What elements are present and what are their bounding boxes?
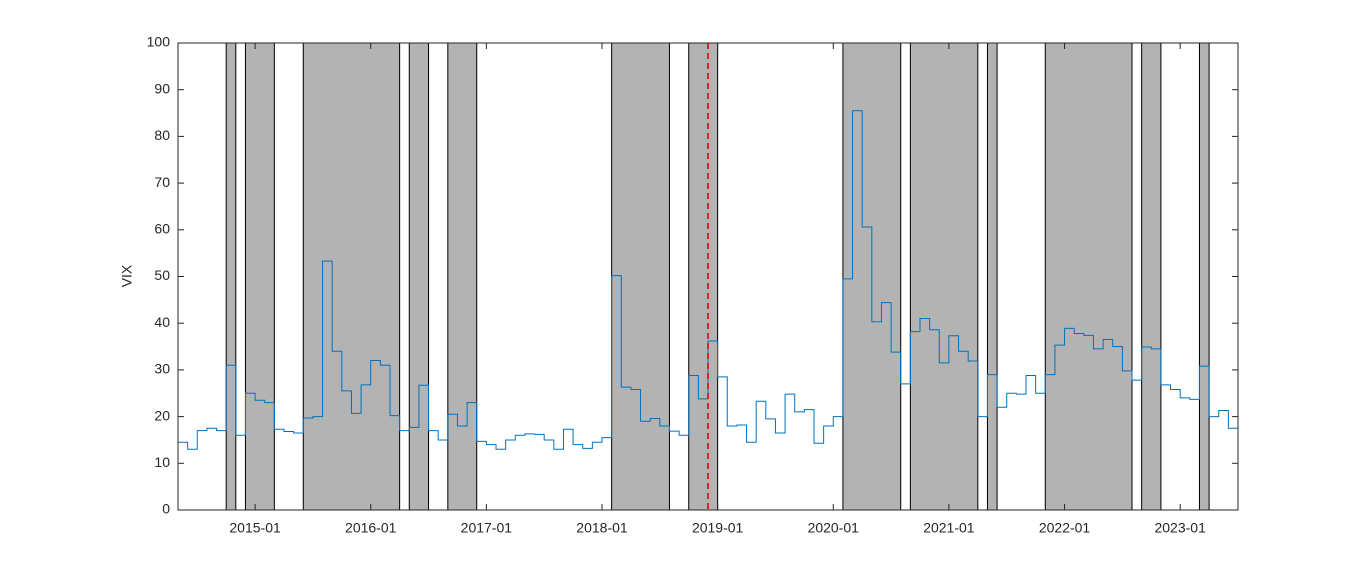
y-tick-label: 0 xyxy=(162,501,170,517)
shaded-region xyxy=(302,42,401,511)
x-tick-label: 2015-01 xyxy=(229,520,281,536)
x-tick-label: 2022-01 xyxy=(1039,520,1091,536)
shaded-region xyxy=(408,42,430,511)
y-tick-label: 20 xyxy=(154,407,170,423)
x-tick-label: 2016-01 xyxy=(345,520,397,536)
y-tick-label: 100 xyxy=(147,34,171,50)
y-tick-label: 80 xyxy=(154,127,170,143)
shaded-region xyxy=(225,42,237,511)
y-tick-label: 70 xyxy=(154,174,170,190)
step-line xyxy=(178,110,1238,450)
shaded-region xyxy=(688,42,719,511)
y-tick-label: 10 xyxy=(154,454,170,470)
x-tick-label: 2021-01 xyxy=(923,520,975,536)
x-tick-label: 2019-01 xyxy=(692,520,744,536)
y-axis-label: VIX xyxy=(119,264,135,287)
y-tick-label: 40 xyxy=(154,314,170,330)
shaded-region xyxy=(1198,42,1210,511)
shaded-region xyxy=(1141,42,1162,511)
x-tick-label: 2017-01 xyxy=(461,520,513,536)
y-tick-label: 90 xyxy=(154,80,170,96)
shaded-region xyxy=(1044,42,1133,511)
y-tick-label: 30 xyxy=(154,361,170,377)
x-tick-label: 2020-01 xyxy=(808,520,860,536)
y-tick-label: 50 xyxy=(154,267,170,283)
shaded-region xyxy=(909,42,979,511)
shaded-region xyxy=(244,42,275,511)
y-tick-label: 60 xyxy=(154,221,170,237)
shaded-region xyxy=(986,42,998,511)
x-tick-label: 2018-01 xyxy=(576,520,628,536)
x-tick-label: 2023-01 xyxy=(1154,520,1206,536)
shaded-region xyxy=(447,42,478,511)
shaded-region xyxy=(611,42,670,511)
